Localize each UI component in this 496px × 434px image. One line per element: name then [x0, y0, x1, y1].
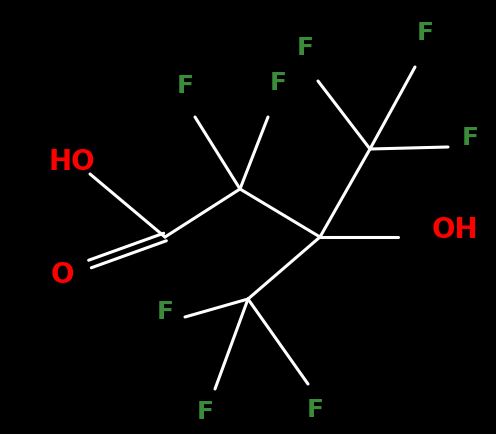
Text: HO: HO	[49, 148, 95, 176]
Text: O: O	[50, 260, 74, 288]
Text: F: F	[269, 71, 287, 95]
Text: F: F	[462, 126, 479, 150]
Text: F: F	[157, 299, 174, 323]
Text: OH: OH	[432, 216, 479, 243]
Text: F: F	[177, 74, 193, 98]
Text: F: F	[196, 399, 213, 423]
Text: F: F	[417, 21, 434, 45]
Text: F: F	[297, 36, 313, 60]
Text: F: F	[307, 397, 323, 421]
